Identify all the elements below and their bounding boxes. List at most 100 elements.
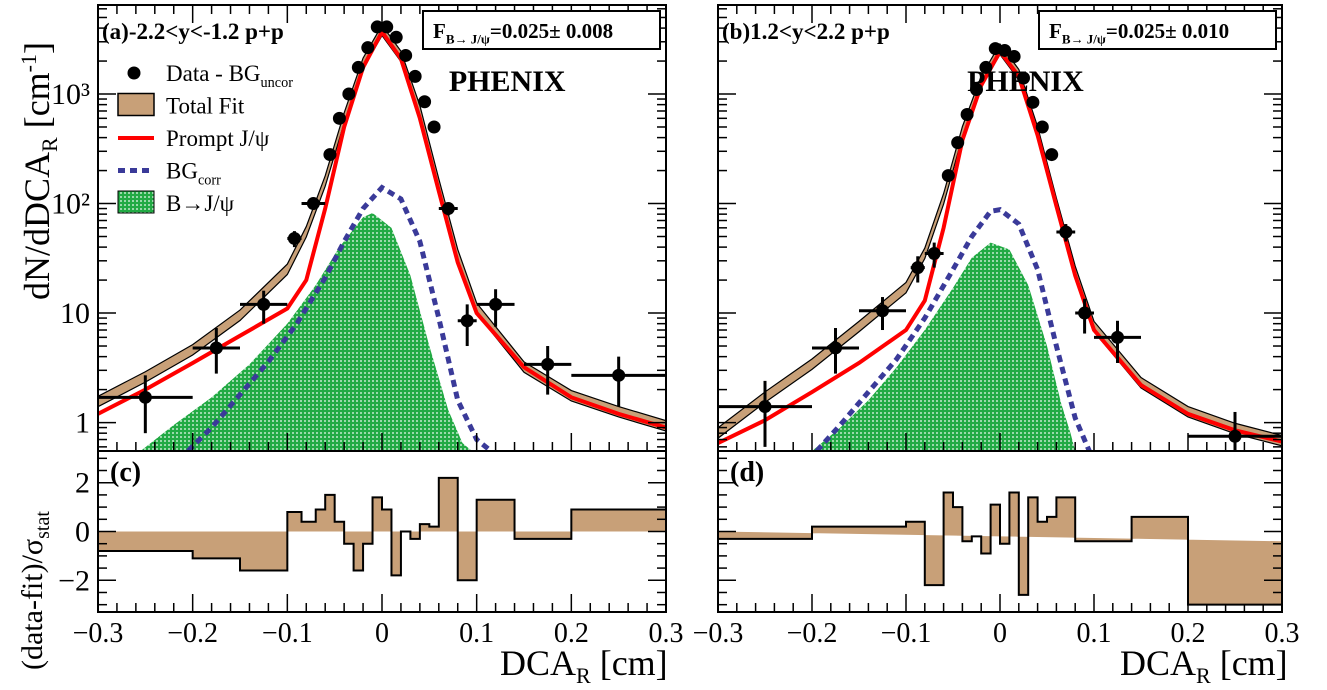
y-tick-label: 10² <box>51 188 90 221</box>
plot-area-a <box>98 20 666 451</box>
residual-panel-label: (d) <box>730 457 764 488</box>
data-point <box>361 41 375 55</box>
data-point <box>524 346 572 395</box>
data-point <box>910 256 925 283</box>
data-point <box>342 87 356 101</box>
y-title-sup: -1 <box>16 54 41 73</box>
panel-a: 1 10 10² 10³ −2 0 2 (c) −0.3 −0.2 −0.1 0 0.1 0.2 0.3 (a… <box>51 4 684 649</box>
data-marker <box>209 341 223 355</box>
data-marker <box>441 202 455 216</box>
x-tick-label: 0.3 <box>1265 618 1300 649</box>
x-title-unit: [cm] <box>599 643 668 683</box>
data-point <box>1094 320 1141 363</box>
x-title-text: DCA <box>1120 643 1197 683</box>
bg-corr-curve <box>814 206 1092 451</box>
data-point <box>1035 120 1049 134</box>
data-marker <box>380 20 394 34</box>
data-marker <box>927 246 941 260</box>
legend-label: Data - BGuncor <box>166 61 293 91</box>
data-point <box>351 60 365 74</box>
data-point <box>380 20 394 34</box>
x-title-sub: R <box>1196 663 1211 689</box>
legend-swatch-b-to-jpsi <box>117 190 155 214</box>
x-tick-label: 0.3 <box>649 618 684 649</box>
data-point <box>427 120 441 134</box>
plot-area-b <box>718 42 1282 451</box>
data-point <box>476 289 515 327</box>
legend-label: Total Fit <box>166 94 245 119</box>
data-marker <box>1045 148 1059 162</box>
b-to-jpsi-area <box>140 212 472 451</box>
data-marker <box>332 111 346 125</box>
data-point <box>1045 148 1059 162</box>
y-title-sub: R <box>37 137 63 152</box>
y-title-unit: [cm <box>17 72 57 129</box>
data-marker <box>351 60 365 74</box>
data-marker <box>427 120 441 134</box>
legend-swatch-total-fit <box>117 92 155 117</box>
fraction-box <box>1038 10 1277 50</box>
data-point <box>332 111 346 125</box>
data-point <box>287 231 302 248</box>
data-marker <box>361 41 375 55</box>
data-marker <box>418 95 432 109</box>
data-marker <box>370 20 384 34</box>
data-point <box>924 242 944 268</box>
x-tick-label: 0.1 <box>459 618 494 649</box>
prompt-jpsi-curve <box>98 27 666 430</box>
y-tick-label: 10³ <box>51 78 90 111</box>
residual-title-sub: stat <box>32 511 54 539</box>
data-point <box>389 30 403 44</box>
panel-label: (a)-2.2<y<-1.2 p+p <box>102 19 284 44</box>
residual-tick-label: 2 <box>75 467 90 500</box>
bg-corr-curve <box>186 184 493 451</box>
data-point <box>1188 411 1282 451</box>
x-title-sub: R <box>576 663 591 689</box>
data-point <box>960 108 974 122</box>
data-marker <box>612 368 626 382</box>
y-title-close: ] <box>17 42 57 54</box>
x-tick-label: 0.2 <box>1171 618 1206 649</box>
data-point <box>1026 95 1040 109</box>
residual-tick-label: 0 <box>75 516 90 549</box>
legend-label: BGcorr <box>166 159 221 189</box>
legend-label: B→J/ψ <box>166 191 235 216</box>
data-point <box>1017 71 1030 85</box>
x-tick-label: −0.3 <box>73 618 124 649</box>
data-marker <box>1017 71 1030 85</box>
data-marker <box>911 261 925 275</box>
data-point <box>979 60 993 74</box>
data-point <box>998 43 1012 57</box>
y-tick-label: 10 <box>60 297 90 330</box>
legend-marker-data <box>127 66 141 80</box>
residual-step <box>98 476 666 582</box>
experiment-label: PHENIX <box>967 65 1084 98</box>
data-point <box>941 169 955 183</box>
data-point <box>457 304 477 347</box>
data-marker <box>287 231 301 245</box>
panel-label: (b)1.2<y<2.2 p+p <box>722 19 890 44</box>
data-marker <box>1078 306 1092 320</box>
experiment-label: PHENIX <box>449 65 566 98</box>
data-marker <box>408 69 422 83</box>
data-marker <box>1007 50 1021 64</box>
x-tick-label: 0 <box>993 618 1007 649</box>
data-marker <box>998 43 1012 57</box>
fraction-text: FB→ J/ψ=0.025± 0.008 <box>433 19 613 46</box>
data-point <box>438 202 458 216</box>
fraction-box <box>422 10 661 50</box>
residual-title-text: (data-fit)/σ <box>16 538 49 670</box>
residual-panel-label: (c) <box>110 457 141 488</box>
residual-step <box>718 491 1283 606</box>
residual-tick-label: −2 <box>58 564 90 597</box>
data-marker <box>460 314 474 328</box>
data-marker <box>970 82 983 96</box>
data-marker <box>1228 429 1242 443</box>
data-point <box>323 148 337 162</box>
data-marker <box>541 357 555 371</box>
data-point <box>240 290 288 324</box>
data-point <box>571 356 666 407</box>
x-tick-label: 0.2 <box>554 618 589 649</box>
data-point <box>192 328 240 374</box>
